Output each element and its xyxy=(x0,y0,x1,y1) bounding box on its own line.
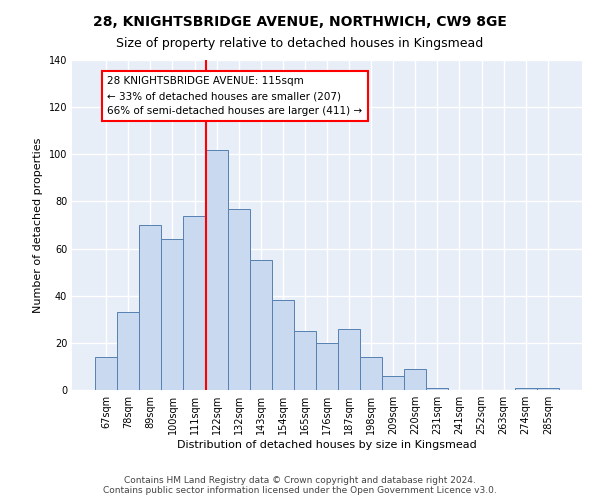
Bar xyxy=(338,328,360,390)
Bar xyxy=(360,357,382,390)
Bar xyxy=(382,376,404,390)
Text: Contains HM Land Registry data © Crown copyright and database right 2024.
Contai: Contains HM Land Registry data © Crown c… xyxy=(103,476,497,495)
Bar xyxy=(427,388,448,390)
Bar xyxy=(161,239,184,390)
Bar xyxy=(117,312,139,390)
Bar xyxy=(537,388,559,390)
Bar xyxy=(272,300,294,390)
Bar xyxy=(316,343,338,390)
Bar xyxy=(184,216,206,390)
Bar xyxy=(95,357,117,390)
Text: Size of property relative to detached houses in Kingsmead: Size of property relative to detached ho… xyxy=(116,38,484,51)
Bar xyxy=(404,369,427,390)
Bar xyxy=(139,225,161,390)
Text: 28 KNIGHTSBRIDGE AVENUE: 115sqm
← 33% of detached houses are smaller (207)
66% o: 28 KNIGHTSBRIDGE AVENUE: 115sqm ← 33% of… xyxy=(107,76,362,116)
Bar xyxy=(250,260,272,390)
Bar xyxy=(206,150,227,390)
Text: 28, KNIGHTSBRIDGE AVENUE, NORTHWICH, CW9 8GE: 28, KNIGHTSBRIDGE AVENUE, NORTHWICH, CW9… xyxy=(93,15,507,29)
Bar xyxy=(227,208,250,390)
Bar xyxy=(515,388,537,390)
Y-axis label: Number of detached properties: Number of detached properties xyxy=(33,138,43,312)
X-axis label: Distribution of detached houses by size in Kingsmead: Distribution of detached houses by size … xyxy=(177,440,477,450)
Bar xyxy=(294,331,316,390)
